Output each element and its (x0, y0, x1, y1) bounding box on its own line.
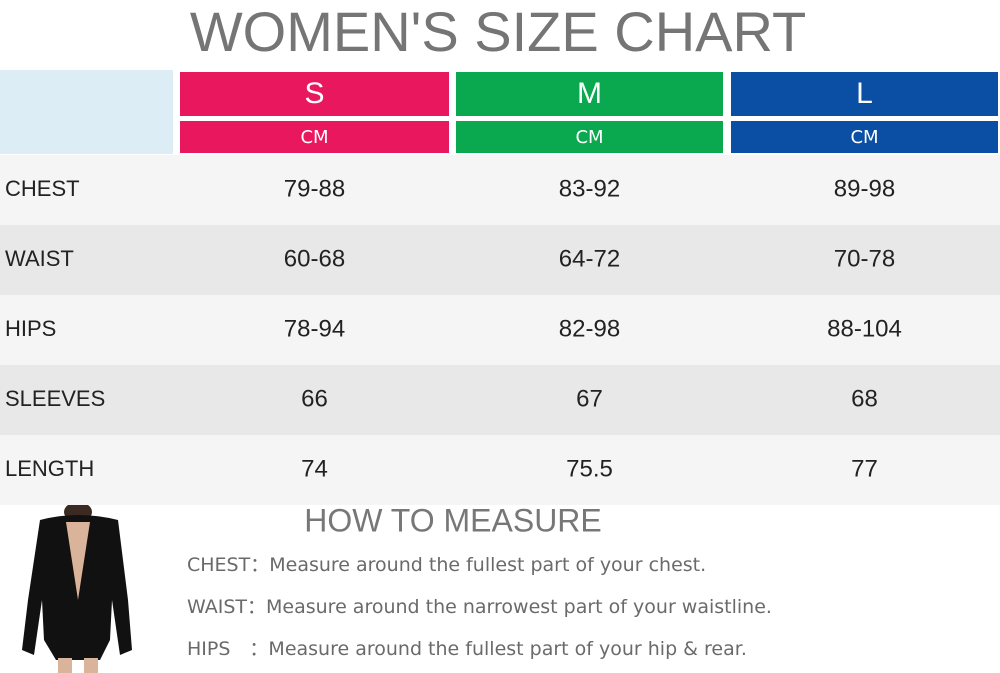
size-label: M (577, 77, 602, 110)
measure-label: HIPS ： (187, 638, 268, 660)
unit-header (731, 121, 998, 153)
row-band (0, 155, 1000, 225)
row-band (0, 365, 1000, 435)
cell-value: 60-68 (284, 245, 345, 272)
cell-value: 79-88 (284, 175, 345, 202)
measure-text: Measure around the fullest part of your … (268, 638, 746, 660)
title: WOMEN'S SIZE CHART (190, 0, 806, 63)
cell-value: 67 (576, 385, 603, 412)
measure-label: WAIST： (187, 596, 266, 618)
cell-value: 88-104 (827, 315, 902, 342)
measure-instruction: CHEST：Measure around the fullest part of… (187, 554, 706, 576)
row-label: HIPS (5, 316, 56, 341)
cell-value: 66 (301, 385, 328, 412)
row-label: SLEEVES (5, 386, 105, 411)
unit-label: CM (575, 127, 603, 148)
unit-header (180, 121, 449, 153)
row-band (0, 225, 1000, 295)
measure-instruction: WAIST：Measure around the narrowest part … (187, 596, 772, 618)
unit-label: CM (850, 127, 878, 148)
measure-text: Measure around the narrowest part of you… (266, 596, 772, 618)
cell-value: 74 (301, 455, 328, 482)
cell-value: 82-98 (559, 315, 620, 342)
row-label: CHEST (5, 176, 80, 201)
unit-label: CM (300, 127, 328, 148)
cell-value: 83-92 (559, 175, 620, 202)
cell-value: 75.5 (566, 455, 613, 482)
measure-title: HOW TO MEASURE (304, 502, 602, 538)
cell-value: 68 (851, 385, 878, 412)
measure-text: Measure around the fullest part of your … (269, 554, 706, 576)
cell-value: 78-94 (284, 315, 345, 342)
cell-value: 89-98 (834, 175, 895, 202)
size-header (731, 72, 998, 116)
model-figure (22, 502, 132, 673)
size-label: L (856, 77, 873, 110)
size-header (456, 72, 723, 116)
row-band (0, 295, 1000, 365)
row-label: WAIST (5, 246, 74, 271)
cell-value: 77 (851, 455, 878, 482)
cell-value: 70-78 (834, 245, 895, 272)
cell-value: 64-72 (559, 245, 620, 272)
corner-cell (0, 70, 173, 154)
measure-label: CHEST： (187, 554, 269, 576)
row-band (0, 435, 1000, 505)
unit-header (456, 121, 723, 153)
measure-instruction: HIPS ：Measure around the fullest part of… (187, 638, 747, 660)
row-label: LENGTH (5, 456, 94, 481)
size-header (180, 72, 449, 116)
size-label: S (304, 77, 324, 110)
